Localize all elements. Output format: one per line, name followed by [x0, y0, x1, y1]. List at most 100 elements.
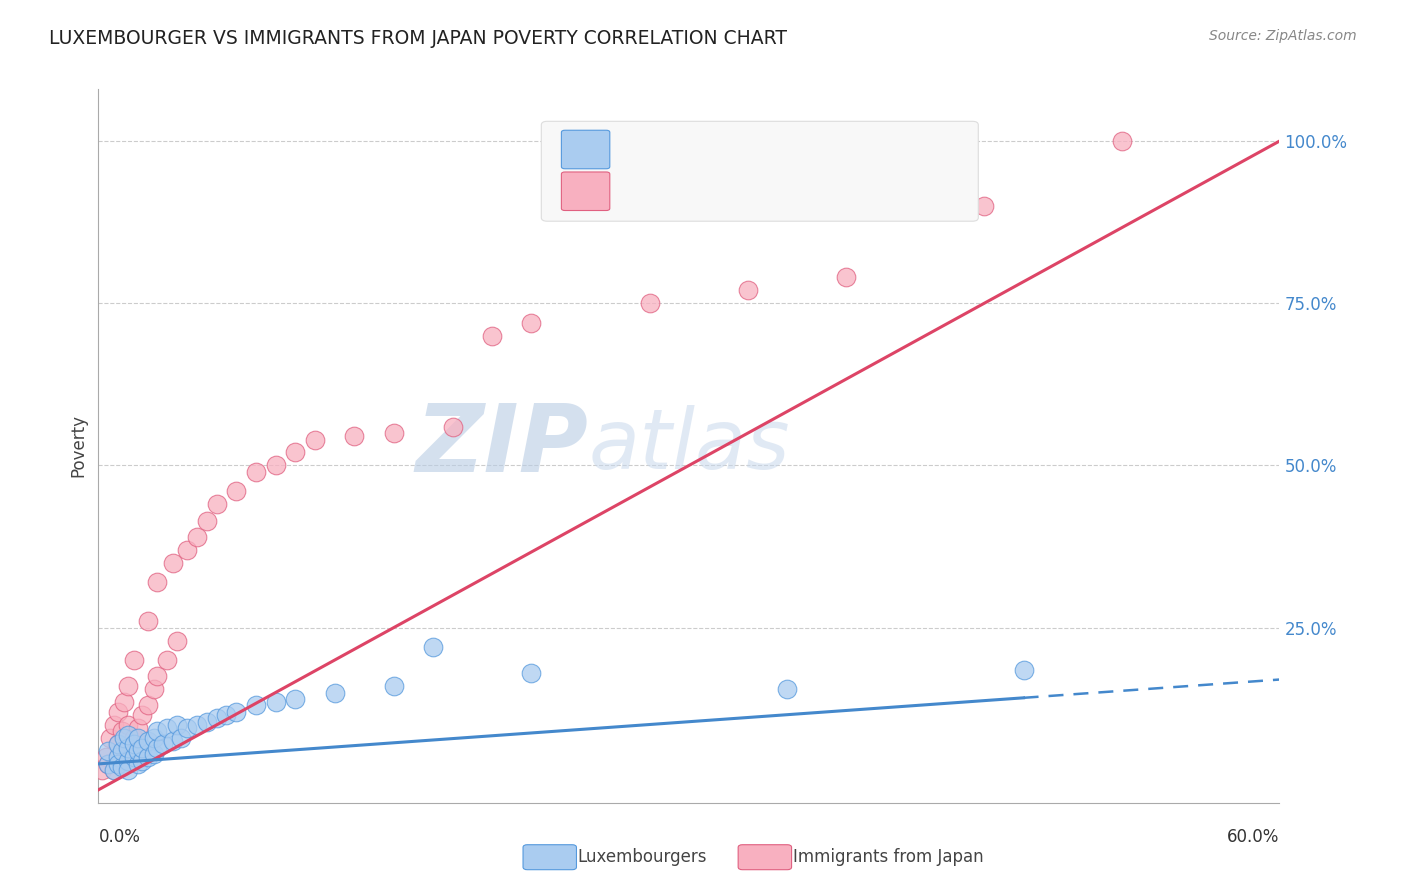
Point: [97, 744, 120, 758]
Point: [117, 679, 139, 693]
Point: [111, 760, 134, 774]
Point: [195, 514, 218, 528]
Text: Luxembourgers: Luxembourgers: [578, 848, 707, 866]
Point: [97, 756, 120, 771]
Point: [156, 653, 179, 667]
Point: [117, 740, 139, 755]
Text: 60.0%: 60.0%: [1227, 828, 1279, 846]
Point: [112, 731, 135, 745]
Point: [146, 740, 169, 755]
Point: [122, 731, 145, 745]
Point: [382, 679, 405, 693]
Point: [186, 530, 208, 544]
Point: [136, 614, 159, 628]
Point: [97, 756, 120, 771]
Point: [176, 542, 198, 557]
Text: R = 0.268   N = 46: R = 0.268 N = 46: [627, 141, 813, 159]
Point: [156, 721, 179, 735]
Point: [973, 199, 995, 213]
Point: [111, 724, 134, 739]
Point: [142, 682, 165, 697]
Text: Source: ZipAtlas.com: Source: ZipAtlas.com: [1209, 29, 1357, 43]
Point: [1012, 663, 1035, 677]
Point: [225, 705, 247, 719]
Point: [117, 744, 139, 758]
Point: [142, 731, 165, 745]
Text: R = 0.808   N = 46: R = 0.808 N = 46: [627, 182, 813, 200]
Point: [98, 731, 121, 745]
Point: [136, 734, 159, 748]
Point: [245, 698, 267, 713]
Point: [835, 270, 858, 285]
Point: [146, 669, 169, 683]
Point: [205, 497, 228, 511]
Point: [166, 633, 188, 648]
Point: [481, 328, 503, 343]
Point: [117, 728, 139, 742]
Point: [117, 754, 139, 768]
Point: [205, 711, 228, 725]
Point: [638, 296, 661, 310]
Point: [111, 754, 134, 768]
Point: [245, 465, 267, 479]
Point: [152, 738, 174, 752]
Point: [304, 433, 326, 447]
Point: [441, 419, 464, 434]
Text: ZIP: ZIP: [416, 400, 589, 492]
Point: [146, 724, 169, 739]
Point: [131, 740, 153, 755]
Point: [343, 429, 366, 443]
Point: [112, 695, 135, 709]
Point: [131, 708, 153, 723]
Point: [127, 756, 149, 771]
Point: [323, 685, 346, 699]
Point: [111, 744, 134, 758]
Point: [176, 721, 198, 735]
Point: [107, 738, 129, 752]
Point: [91, 764, 114, 778]
Point: [166, 718, 188, 732]
FancyBboxPatch shape: [561, 172, 610, 211]
Point: [107, 750, 129, 764]
Point: [264, 695, 287, 709]
Point: [170, 731, 193, 745]
Point: [162, 734, 184, 748]
Point: [136, 750, 159, 764]
Point: [96, 750, 118, 764]
Point: [107, 750, 129, 764]
Point: [107, 705, 129, 719]
Point: [737, 283, 759, 297]
Point: [146, 575, 169, 590]
Point: [103, 764, 125, 778]
FancyBboxPatch shape: [541, 121, 979, 221]
Point: [107, 738, 129, 752]
Point: [136, 698, 159, 713]
Point: [520, 316, 543, 330]
Point: [382, 425, 405, 440]
Point: [103, 718, 125, 732]
Point: [215, 708, 238, 723]
Point: [162, 556, 184, 570]
FancyBboxPatch shape: [561, 130, 610, 169]
Point: [127, 744, 149, 758]
Point: [422, 640, 444, 654]
Point: [195, 714, 218, 729]
Point: [107, 756, 129, 771]
Point: [264, 458, 287, 473]
Text: LUXEMBOURGER VS IMMIGRANTS FROM JAPAN POVERTY CORRELATION CHART: LUXEMBOURGER VS IMMIGRANTS FROM JAPAN PO…: [49, 29, 787, 47]
Point: [1111, 134, 1133, 148]
Point: [284, 692, 307, 706]
Y-axis label: Poverty: Poverty: [69, 415, 87, 477]
Point: [103, 764, 125, 778]
Point: [225, 484, 247, 499]
Point: [127, 721, 149, 735]
Point: [186, 718, 208, 732]
Point: [284, 445, 307, 459]
Point: [122, 750, 145, 764]
Point: [776, 682, 799, 697]
Point: [122, 738, 145, 752]
Point: [127, 731, 149, 745]
Text: Immigrants from Japan: Immigrants from Japan: [793, 848, 984, 866]
Point: [122, 653, 145, 667]
Point: [131, 754, 153, 768]
